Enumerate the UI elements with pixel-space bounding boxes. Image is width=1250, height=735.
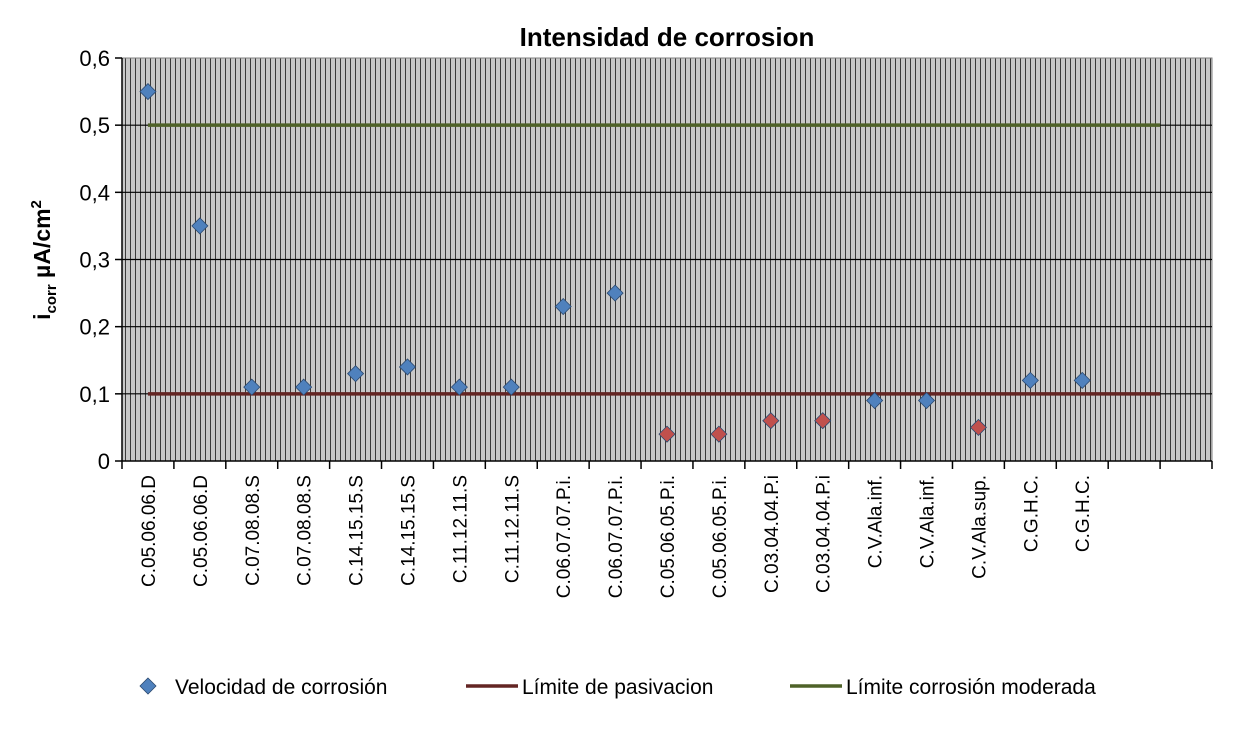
data-point <box>710 425 728 443</box>
x-tick-label: C.V.Ala.sup. <box>969 475 990 579</box>
y-tick-label: 0,5 <box>79 113 110 138</box>
x-tick-label: C.05.06.06.D <box>191 475 212 587</box>
data-point <box>295 378 313 396</box>
data-point <box>969 418 987 436</box>
x-tick-label: C.03.04.04.P.i <box>762 475 783 593</box>
data-point <box>347 365 365 383</box>
y-tick-label: 0,3 <box>79 248 110 273</box>
y-axis-label: icorr µA/cm2 <box>28 200 60 320</box>
data-point <box>658 425 676 443</box>
x-tick-label: C.07.08.08.S <box>243 475 264 586</box>
plot-area: 0 0,1 0,2 0,3 0,4 0,5 0,6 C.05.06.06.D C.05.06.0… <box>79 46 1213 598</box>
y-axis-title: icorr µA/cm2 <box>28 200 60 320</box>
data-point <box>502 378 520 396</box>
data-point <box>1021 371 1039 389</box>
data-point <box>191 217 209 235</box>
x-tick-label: C.11.12.11.S <box>502 475 523 583</box>
data-point <box>450 378 468 396</box>
data-point <box>398 358 417 376</box>
legend-label: Velocidad de corrosión <box>175 676 387 699</box>
data-point <box>762 412 780 430</box>
legend-label: Límite corrosión moderada <box>846 676 1096 699</box>
data-point <box>139 83 157 101</box>
y-tick-label: 0,4 <box>79 180 110 205</box>
x-tick-label: C.G.H.C. <box>1021 475 1042 552</box>
x-tick-label: C.06.07.07.P.i. <box>554 475 575 598</box>
data-point <box>866 391 884 410</box>
chart-title: Intensidad de corrosion <box>520 22 815 52</box>
legend-label: Límite de pasivacion <box>522 676 713 699</box>
x-tick-label: C.05.06.05.P.i. <box>710 475 731 598</box>
x-tick-label: C.07.08.08.S <box>295 475 316 586</box>
x-tick-label: C.V.Ala.inf. <box>866 475 887 568</box>
data-point <box>243 378 261 396</box>
x-tick-label: C.11.12.11.S <box>450 475 471 583</box>
x-tick-label: C.06.07.07.P.i. <box>606 475 627 598</box>
y-tick-label: 0 <box>98 449 110 474</box>
x-tick-label: C.V.Ala.inf. <box>918 475 939 568</box>
x-tick-label: C.05.06.05.P.i. <box>658 475 679 598</box>
x-tick-label: C.03.04.04.P.i <box>814 475 835 593</box>
x-tick-label: C.14.15.15.S <box>347 475 368 586</box>
data-point <box>1073 371 1091 389</box>
data-point <box>606 284 624 302</box>
x-tick-label: C.14.15.15.S <box>398 475 419 586</box>
data-point <box>814 412 832 430</box>
data-point <box>917 391 936 410</box>
x-tick-label: C.05.06.06.D <box>139 475 160 587</box>
y-tick-label: 0,2 <box>79 315 110 340</box>
legend-marker-swatch <box>139 677 157 695</box>
data-point <box>554 297 572 316</box>
x-tick-label: C.G.H.C. <box>1073 475 1094 552</box>
legend: Velocidad de corrosión Límite de pasivaci… <box>139 676 1096 699</box>
y-tick-label: 0,1 <box>79 382 110 407</box>
y-tick-label: 0,6 <box>79 46 110 71</box>
